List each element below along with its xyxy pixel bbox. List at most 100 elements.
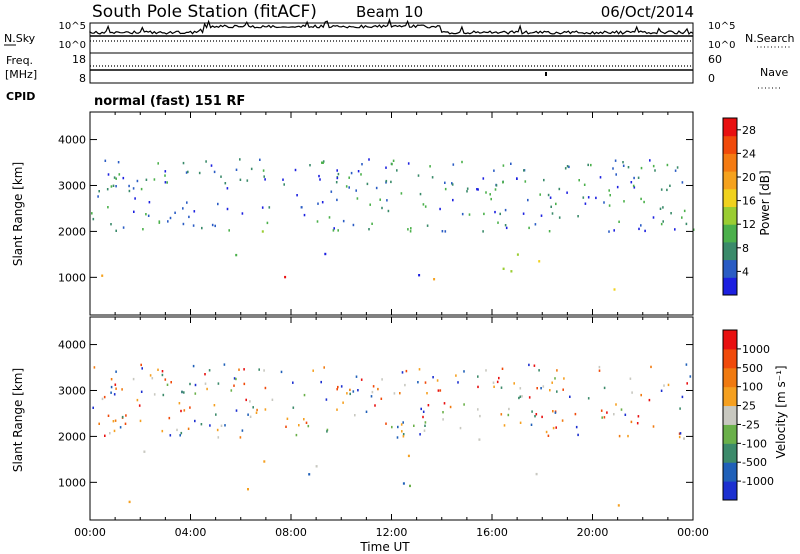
scatter-cell (296, 194, 298, 197)
scatter-cell (115, 185, 117, 188)
scatter-cell (305, 421, 308, 424)
scatter-cell (442, 418, 444, 421)
scatter-cell (552, 410, 554, 413)
scatter-cell (247, 413, 249, 416)
scatter-cell (574, 412, 577, 416)
scatter-cell (490, 197, 492, 201)
scatter-cell (681, 395, 684, 399)
scatter-cell (407, 228, 409, 231)
scatter-cell (552, 426, 555, 430)
scatter-cell (216, 428, 219, 432)
scatter-cell (422, 415, 424, 419)
scatter-cell (444, 187, 447, 191)
scatter-cell (679, 432, 682, 435)
scatter-cell (235, 409, 238, 412)
colorbar-swatch (723, 443, 737, 463)
scatter-cell (609, 194, 611, 197)
scatter-cell (681, 181, 684, 184)
scatter-cell (182, 161, 185, 165)
scatter-cell (436, 379, 439, 382)
scatter-cell (309, 164, 311, 167)
colorbar-swatch (723, 135, 737, 154)
scatter-cell (556, 390, 558, 393)
colorbar-swatch (723, 405, 737, 425)
scatter-cell (426, 224, 429, 227)
beam-label: Beam 10 (356, 3, 423, 21)
scatter-cell (636, 422, 639, 425)
scatter-cell (466, 190, 468, 193)
scatter-cell (193, 210, 196, 213)
scatter-cell (478, 438, 481, 441)
scatter-cell (210, 164, 213, 167)
scatter-cell (239, 436, 242, 439)
scatter-cell (533, 364, 536, 367)
scatter-cell (457, 381, 459, 384)
nave-label: Nave (760, 66, 788, 79)
scatter-cell (418, 368, 421, 371)
scatter-cell (374, 404, 376, 407)
scatter-cell (262, 169, 265, 172)
nsky-label: N.Sky (4, 32, 36, 45)
scatter-cell (166, 383, 169, 386)
y-tick-label: 1000 (58, 476, 86, 489)
scatter-cell (629, 377, 632, 380)
scatter-cell (463, 370, 465, 373)
scatter-cell (575, 425, 578, 429)
scatter-cell (132, 377, 135, 381)
scatter-cell (228, 229, 230, 232)
scatter-cell (141, 367, 143, 370)
scatter-cell (437, 389, 440, 392)
scatter-cell (372, 385, 375, 388)
scatter-cell (402, 482, 405, 485)
scatter-cell (181, 390, 183, 394)
scatter-cell (366, 182, 369, 186)
scatter-cell (264, 178, 266, 181)
scatter-cell (350, 171, 353, 175)
scatter-cell (603, 386, 606, 390)
scatter-cell (230, 389, 233, 392)
colorbar-tick-label: 12 (742, 218, 756, 231)
scatter-cell (391, 162, 393, 166)
colorbar-swatch (723, 424, 737, 444)
scatter-cell (631, 391, 633, 394)
scatter-cell (189, 382, 191, 386)
scatter-cell (518, 396, 520, 400)
scatter-cell (189, 406, 191, 409)
scatter-cell (192, 364, 195, 368)
scatter-cell (633, 186, 636, 189)
scatter-cell (151, 377, 154, 380)
velocity-scatter-cells (92, 363, 692, 507)
scatter-cell (164, 174, 166, 177)
power-colorbar-label: Power [dB] (758, 170, 772, 235)
scatter-cell (501, 367, 504, 370)
scatter-cell (241, 429, 244, 432)
scatter-cell (355, 375, 358, 378)
scatter-cell (523, 169, 525, 172)
scatter-cell (461, 160, 463, 164)
scatter-cell (536, 387, 538, 390)
scatter-cell (286, 417, 289, 420)
scatter-cell (451, 182, 453, 185)
scatter-cell (459, 426, 462, 430)
scatter-cell (519, 387, 522, 390)
scatter-cell (110, 385, 113, 389)
scatter-cell (337, 229, 339, 232)
scatter-cell (603, 201, 605, 204)
scatter-cell (674, 169, 677, 172)
scatter-cell (643, 200, 645, 204)
scatter-cell (524, 180, 527, 183)
scatter-cell (319, 178, 321, 181)
scatter-cell (198, 171, 201, 175)
scatter-cell (564, 167, 567, 170)
scatter-cell (466, 187, 469, 190)
scatter-cell (258, 368, 260, 371)
scatter-cell (322, 160, 325, 163)
scatter-cell (318, 174, 320, 178)
scatter-cell (312, 369, 314, 372)
scatter-cell (107, 414, 110, 417)
scatter-cell (482, 177, 485, 180)
scatter-cell (662, 206, 664, 209)
scatter-cell (238, 368, 240, 371)
scatter-cell (401, 371, 404, 374)
scatter-cell (321, 201, 324, 204)
